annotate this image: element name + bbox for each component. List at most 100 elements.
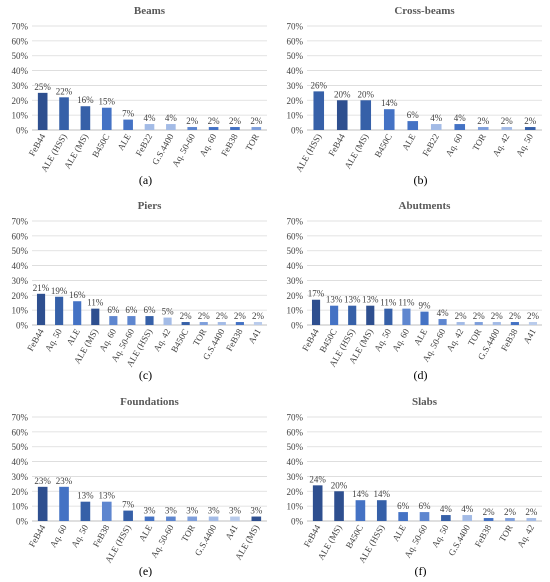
y-tick-label: 70% (287, 22, 304, 32)
bar-aq-60 (109, 316, 118, 325)
bar-feb38 (510, 322, 519, 325)
y-tick-label: 40% (287, 261, 304, 271)
x-tick-label: Aq. 50 (514, 132, 535, 159)
bar-aq-60 (454, 124, 466, 130)
bar-aq-50 (384, 308, 393, 325)
data-label: 16% (77, 95, 94, 105)
data-label: 2% (509, 311, 522, 321)
data-label: 3% (165, 506, 178, 516)
x-tick-label: Aq. 42 (444, 327, 465, 353)
data-label: 2% (252, 311, 265, 321)
chart-title: Beams (134, 5, 166, 17)
chart-title: Foundations (120, 396, 179, 408)
bar-aq-50 (524, 127, 536, 130)
y-tick-label: 0% (16, 321, 29, 331)
data-label: 11% (398, 298, 415, 308)
y-tick-label: 20% (12, 96, 29, 106)
data-label: 2% (477, 116, 490, 126)
bar-aq-50-60 (438, 319, 447, 325)
chart-panel-1: Beams 0% 10% 20% 30% 40% 50% 60% 70% 25% FeB44 22% A… (12, 5, 267, 187)
x-tick-label: Aq. 42 (491, 132, 512, 158)
data-label: 2% (525, 507, 538, 517)
y-tick-label: 0% (291, 321, 304, 331)
data-label: 2% (234, 311, 247, 321)
x-tick-label: B450C (373, 132, 394, 159)
y-tick-label: 40% (12, 66, 29, 76)
bar-ale-ms- (80, 106, 91, 130)
data-label: 2% (524, 116, 537, 126)
bar-aq-50-60 (127, 316, 136, 325)
x-tick-label: Aq. 60 (48, 523, 69, 550)
data-label: 25% (34, 82, 51, 92)
data-label: 9% (419, 301, 432, 311)
bar-ale-hss- (313, 91, 325, 130)
chart-title: Piers (138, 200, 163, 212)
bar-feb38 (230, 127, 240, 130)
x-tick-label: B450C (90, 132, 111, 159)
x-tick-label: TOR (191, 327, 209, 347)
data-label: 22% (56, 86, 73, 96)
x-tick-label: A41 (223, 523, 239, 541)
panel-label: (f) (415, 564, 427, 577)
data-label: 19% (51, 286, 68, 296)
bar-ale-ms- (251, 516, 262, 521)
x-tick-label: ALE (390, 523, 408, 544)
bar-ale-ms- (360, 100, 372, 130)
y-tick-label: 70% (12, 22, 29, 32)
data-label: 20% (334, 89, 351, 99)
bar-tor (477, 127, 489, 130)
bar-aq-42 (456, 322, 465, 325)
bar-a41 (230, 516, 240, 521)
bar-g-s-4400 (208, 516, 219, 521)
data-label: 13% (362, 295, 379, 305)
bar-tor (187, 516, 198, 521)
data-label: 13% (99, 491, 116, 501)
y-tick-label: 60% (12, 427, 29, 437)
y-tick-label: 30% (287, 472, 304, 482)
bar-feb38 (483, 518, 494, 521)
data-label: 16% (69, 290, 86, 300)
chart-title: Slabs (412, 396, 438, 408)
bar-tor (199, 322, 208, 325)
data-label: 6% (419, 501, 432, 511)
data-label: 13% (77, 491, 94, 501)
data-label: 3% (250, 506, 263, 516)
y-tick-label: 20% (12, 487, 29, 497)
bar-aq-60 (402, 308, 411, 325)
data-label: 14% (352, 489, 369, 499)
y-tick-label: 60% (287, 36, 304, 46)
data-label: 2% (229, 116, 242, 126)
y-tick-label: 30% (287, 276, 304, 286)
bar-b450c (383, 109, 395, 130)
panel-label: (e) (139, 564, 152, 577)
y-tick-label: 10% (287, 502, 304, 512)
x-tick-label: ALE (412, 327, 430, 348)
data-label: 2% (250, 116, 263, 126)
bar-aq-50-60 (166, 516, 176, 521)
x-tick-label: Aq. 60 (390, 327, 411, 354)
bar-feb44 (336, 100, 348, 130)
data-label: 24% (309, 474, 326, 484)
data-label: 5% (162, 307, 175, 317)
chart-panel-2: Cross-beams 0% 10% 20% 30% 40% 50% 60% 70% 26% ALE… (287, 5, 542, 187)
data-label: 13% (344, 295, 361, 305)
data-label: 2% (501, 116, 514, 126)
bar-aq-42 (163, 317, 172, 325)
data-label: 14% (374, 489, 391, 499)
x-tick-label: ALE (MS) (342, 132, 370, 171)
data-label: 4% (440, 504, 453, 514)
data-label: 17% (308, 289, 325, 299)
bar-aq-50-60 (187, 127, 198, 130)
y-tick-label: 50% (287, 51, 304, 61)
bar-aq-42 (526, 518, 537, 521)
bar-ale-ms- (334, 491, 344, 521)
data-label: 3% (229, 506, 242, 516)
x-tick-label: B450C (169, 327, 190, 354)
data-label: 6% (144, 305, 157, 315)
y-tick-label: 40% (12, 261, 29, 271)
data-label: 2% (180, 311, 193, 321)
bar-a41 (253, 322, 263, 325)
x-tick-label: Aq. 50 (43, 327, 64, 354)
bar-ale-hss- (145, 316, 154, 325)
y-tick-label: 0% (291, 517, 304, 527)
